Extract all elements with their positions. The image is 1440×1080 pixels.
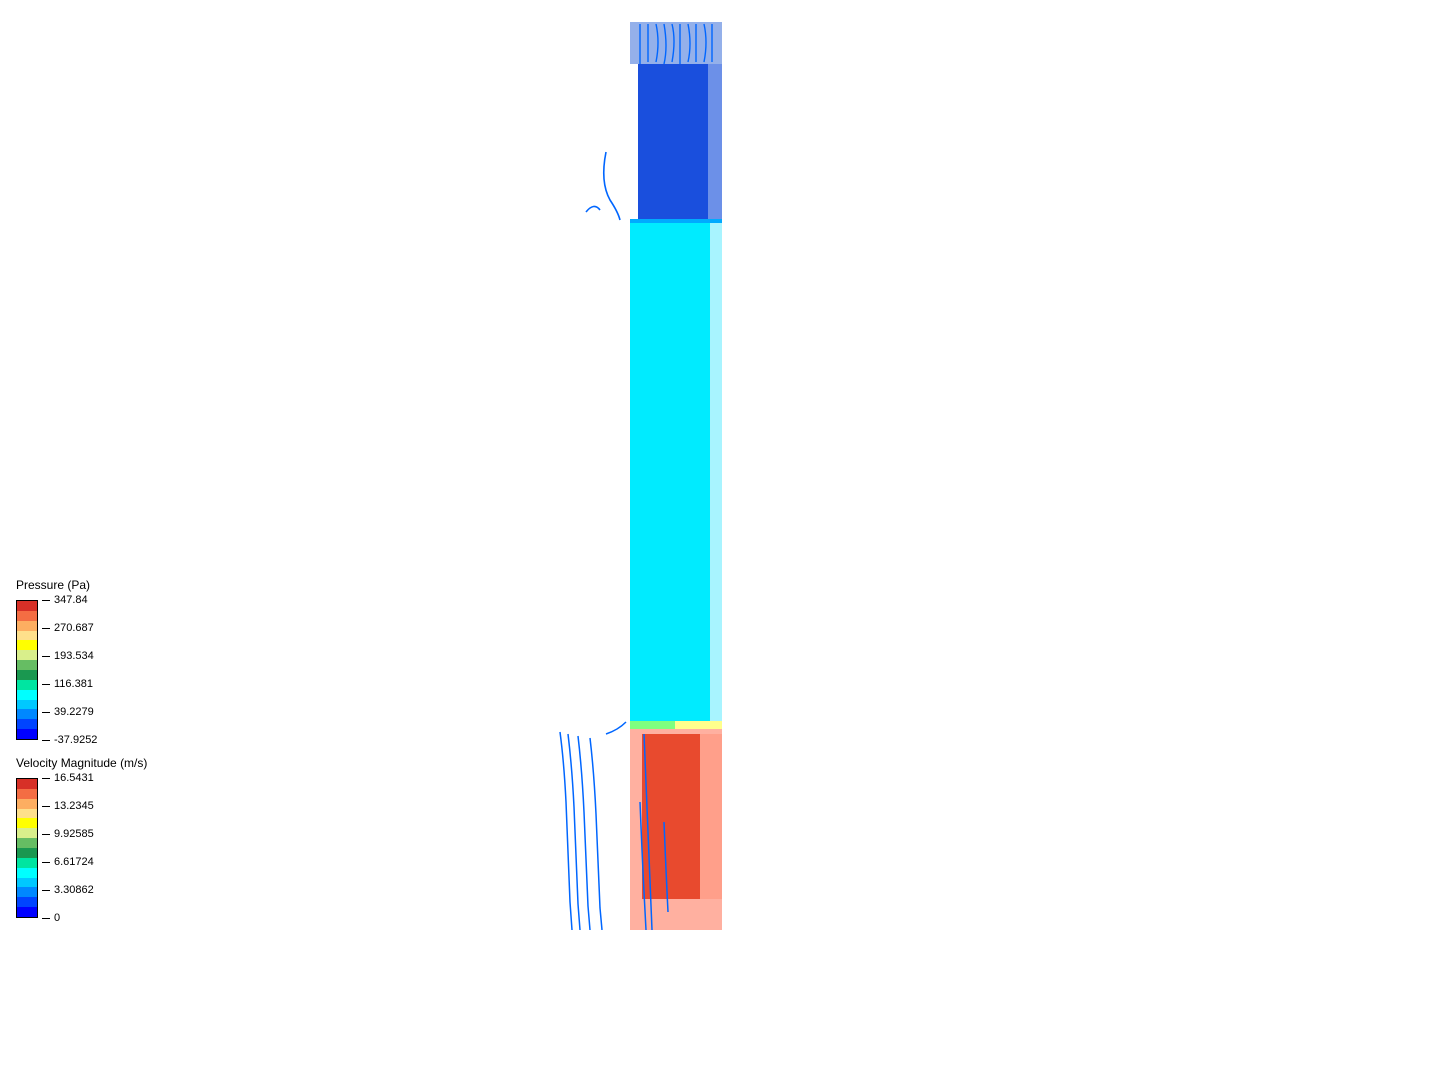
colorbar-step <box>17 660 37 670</box>
tick-mark <box>42 918 50 919</box>
streamline <box>560 732 572 930</box>
colorbar-step <box>17 621 37 631</box>
tick-label: -37.9252 <box>54 734 97 746</box>
colorbar-step <box>17 858 37 868</box>
tick-mark <box>42 806 50 807</box>
colorbar-step <box>17 640 37 650</box>
pressure-region-top_bg <box>630 22 722 64</box>
tick-label: 9.92585 <box>54 828 94 840</box>
colorbar-step <box>17 611 37 621</box>
tick-label: 6.61724 <box>54 856 94 868</box>
colorbar-step <box>17 838 37 848</box>
streamline <box>578 736 590 930</box>
colorbar-step <box>17 779 37 789</box>
colorbar-step <box>17 700 37 710</box>
streamline <box>590 738 602 930</box>
colorbar-step <box>17 887 37 897</box>
legend-tick: 16.5431 <box>42 772 94 784</box>
legend-tick: 13.2345 <box>42 800 94 812</box>
pressure-region-mid_right <box>710 223 722 721</box>
pressure-legend-body: 347.84270.687193.534116.38139.2279-37.92… <box>16 600 90 740</box>
colorbar-step <box>17 650 37 660</box>
tick-mark <box>42 656 50 657</box>
pressure-region-mid_main <box>630 223 710 721</box>
pressure-region-lower_hot <box>642 734 700 899</box>
legend-tick: 116.381 <box>42 678 93 690</box>
tick-mark <box>42 600 50 601</box>
legend-tick: 347.84 <box>42 594 88 606</box>
legend-tick: 6.61724 <box>42 856 94 868</box>
tick-mark <box>42 834 50 835</box>
colorbar-step <box>17 848 37 858</box>
legend-tick: 3.30862 <box>42 884 94 896</box>
pressure-legend: Pressure (Pa) 347.84270.687193.534116.38… <box>16 578 90 740</box>
tick-label: 13.2345 <box>54 800 94 812</box>
pressure-colorbar <box>16 600 38 740</box>
streamline <box>606 722 626 734</box>
velocity-colorbar <box>16 778 38 918</box>
colorbar-step <box>17 709 37 719</box>
tick-label: 39.2279 <box>54 706 94 718</box>
colorbar-step <box>17 799 37 809</box>
legend-tick: 0 <box>42 912 60 924</box>
legend-tick: 9.92585 <box>42 828 94 840</box>
streamline <box>568 734 580 930</box>
colorbar-step <box>17 818 37 828</box>
legend-tick: 270.687 <box>42 622 94 634</box>
tick-mark <box>42 862 50 863</box>
pressure-region-top_inner_l <box>638 64 708 219</box>
tick-label: 0 <box>54 912 60 924</box>
simulation-viewport <box>630 22 722 930</box>
colorbar-step <box>17 868 37 878</box>
pressure-region-hot_band <box>675 721 722 729</box>
velocity-legend: Velocity Magnitude (m/s) 16.5431 13.2345 9… <box>16 756 147 918</box>
velocity-legend-body: 16.543113.23459.925856.617243.308620 <box>16 778 147 918</box>
colorbar-step <box>17 631 37 641</box>
tick-label: 3.30862 <box>54 884 94 896</box>
tick-mark <box>42 778 50 779</box>
colorbar-step <box>17 690 37 700</box>
tick-label: 347.84 <box>54 594 88 606</box>
tick-mark <box>42 628 50 629</box>
velocity-legend-title: Velocity Magnitude (m/s) <box>16 756 147 770</box>
tick-label: 16.5431 <box>54 772 94 784</box>
colorbar-step <box>17 789 37 799</box>
tick-mark <box>42 684 50 685</box>
legend-tick: 193.534 <box>42 650 94 662</box>
tick-label: 116.381 <box>54 678 93 690</box>
colorbar-step <box>17 878 37 888</box>
tick-label: 193.534 <box>54 650 94 662</box>
pressure-region-lower_r <box>700 734 722 899</box>
tick-mark <box>42 712 50 713</box>
colorbar-step <box>17 897 37 907</box>
colorbar-step <box>17 907 37 917</box>
legend-tick: 39.2279 <box>42 706 94 718</box>
pressure-region-top_inner_r <box>708 64 722 219</box>
colorbar-step <box>17 680 37 690</box>
colorbar-step <box>17 828 37 838</box>
colorbar-step <box>17 809 37 819</box>
pressure-legend-title: Pressure (Pa) <box>16 578 90 592</box>
tick-label: 270.687 <box>54 622 94 634</box>
streamline <box>604 152 620 220</box>
tick-mark <box>42 890 50 891</box>
colorbar-step <box>17 670 37 680</box>
colorbar-step <box>17 719 37 729</box>
tick-mark <box>42 740 50 741</box>
colorbar-step <box>17 601 37 611</box>
streamline <box>586 206 600 212</box>
legend-tick: -37.9252 <box>42 734 97 746</box>
colorbar-step <box>17 729 37 739</box>
